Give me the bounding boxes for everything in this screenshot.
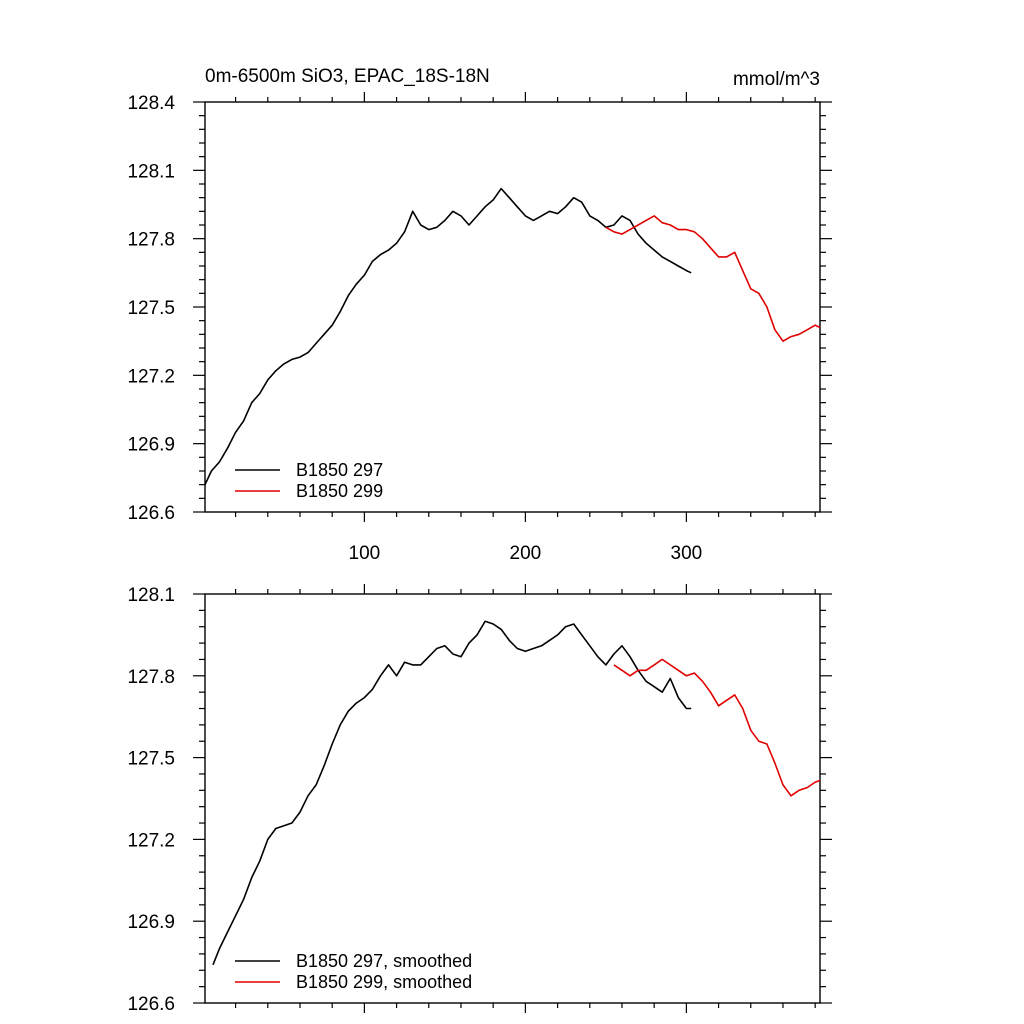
- legend-label: B1850 299, smoothed: [296, 972, 472, 992]
- bottom-panel: 126.6 126.9 127.2 127.5 127.8 128.1 B1850 297,…: [127, 584, 832, 1015]
- y-tick-label: 127.5: [127, 749, 175, 770]
- plot-frame: [204, 101, 821, 513]
- y-tick-label: 127.5: [127, 298, 175, 319]
- legend-label: B1850 299: [296, 481, 383, 501]
- y-tick-label: 126.9: [127, 435, 175, 456]
- y-tick-label: 128.1: [127, 161, 175, 182]
- series-line-black: [212, 620, 692, 966]
- plot-frame: [204, 593, 821, 1004]
- y-tick-label: 126.6: [127, 994, 175, 1015]
- x-tick-label: 100: [349, 543, 381, 564]
- x-tick-label: 300: [671, 543, 703, 564]
- legend-label: B1850 297, smoothed: [296, 951, 472, 971]
- series-line-red: [613, 658, 820, 797]
- y-tick-label: 127.8: [127, 230, 175, 251]
- legend-label: B1850 297: [296, 460, 383, 480]
- series-line-red: [605, 215, 820, 343]
- y-tick-label: 126.6: [127, 503, 175, 524]
- y-tick-label: 127.2: [127, 366, 175, 387]
- x-tick-label: 200: [510, 543, 542, 564]
- units-label: mmol/m^3: [733, 69, 820, 90]
- y-tick-label: 128.4: [127, 93, 175, 114]
- top-panel: 100 200 300 126.6 126.9 127.2 127.5 127.8 128.1 1…: [127, 66, 832, 564]
- y-tick-label: 127.2: [127, 830, 175, 851]
- chart-title: 0m-6500m SiO3, EPAC_18S-18N: [205, 66, 490, 87]
- y-tick-label: 127.8: [127, 667, 175, 688]
- y-tick-label: 126.9: [127, 912, 175, 933]
- series-line-black: [205, 187, 692, 486]
- y-tick-label: 128.1: [127, 585, 175, 606]
